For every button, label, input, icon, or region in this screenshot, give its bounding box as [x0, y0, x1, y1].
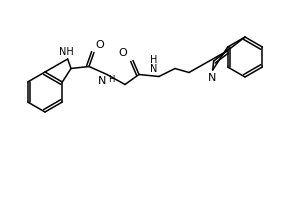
Text: N: N [208, 73, 216, 83]
Text: H
N: H N [150, 55, 157, 74]
Text: N: N [98, 75, 106, 86]
Text: NH: NH [59, 47, 74, 57]
Text: O: O [95, 40, 104, 50]
Text: O: O [118, 48, 127, 58]
Text: H: H [108, 75, 114, 84]
